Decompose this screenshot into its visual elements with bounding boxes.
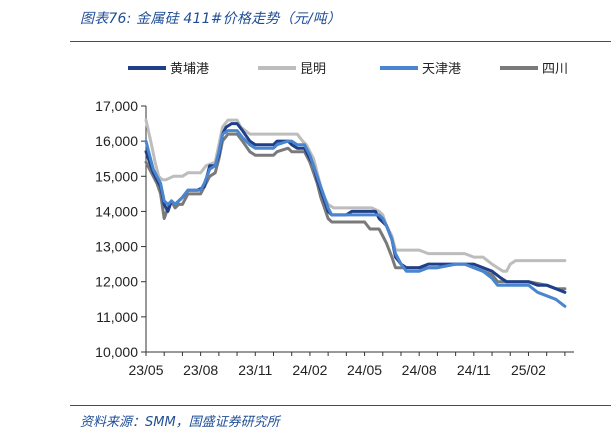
- plot-area: [144, 118, 567, 308]
- legend-label: 黄埔港: [170, 62, 209, 77]
- series-line-1: [144, 118, 567, 273]
- chart-legend: 黄埔港 昆明 天津港 四川: [128, 62, 568, 77]
- y-tick-label: 17,000: [95, 98, 138, 114]
- x-tick-label: 24/08: [402, 362, 437, 378]
- y-tick-label: 11,000: [96, 309, 138, 325]
- y-tick-label: 10,000: [95, 344, 138, 360]
- source-note: 资料来源：SMM，国盛证券研究所: [80, 415, 280, 430]
- y-tick-label: 12,000: [95, 274, 138, 290]
- source-divider: [70, 405, 611, 406]
- price-line-chart: 黄埔港 昆明 天津港 四川 10,000 11,000 12,000 13,000 14,00…: [95, 62, 574, 378]
- series-line-2: [144, 129, 567, 308]
- y-tick-label: 13,000: [95, 239, 138, 255]
- title-divider: [70, 41, 611, 42]
- y-axis: 10,000 11,000 12,000 13,000 14,000 15,000 16,0…: [95, 98, 147, 360]
- legend-label: 天津港: [422, 62, 461, 77]
- legend-label: 昆明: [300, 62, 326, 77]
- x-axis: 23/05 23/08 23/11 24/02 24/05 24/08 24/11 25/02: [128, 351, 574, 378]
- x-tick-label: 24/02: [292, 362, 327, 378]
- y-tick-label: 15,000: [95, 168, 138, 184]
- x-tick-label: 24/11: [457, 362, 491, 378]
- y-tick-label: 14,000: [95, 203, 138, 219]
- x-tick-label: 23/05: [128, 362, 163, 378]
- x-tick-label: 23/11: [238, 362, 272, 378]
- legend-label: 四川: [542, 62, 568, 77]
- x-tick-label: 24/05: [347, 362, 382, 378]
- x-tick-label: 25/02: [511, 362, 546, 378]
- x-tick-label: 23/08: [183, 362, 218, 378]
- page-title: 图表76: 金属硅 411#价格走势（元/吨）: [80, 11, 342, 27]
- y-tick-label: 16,000: [95, 133, 138, 149]
